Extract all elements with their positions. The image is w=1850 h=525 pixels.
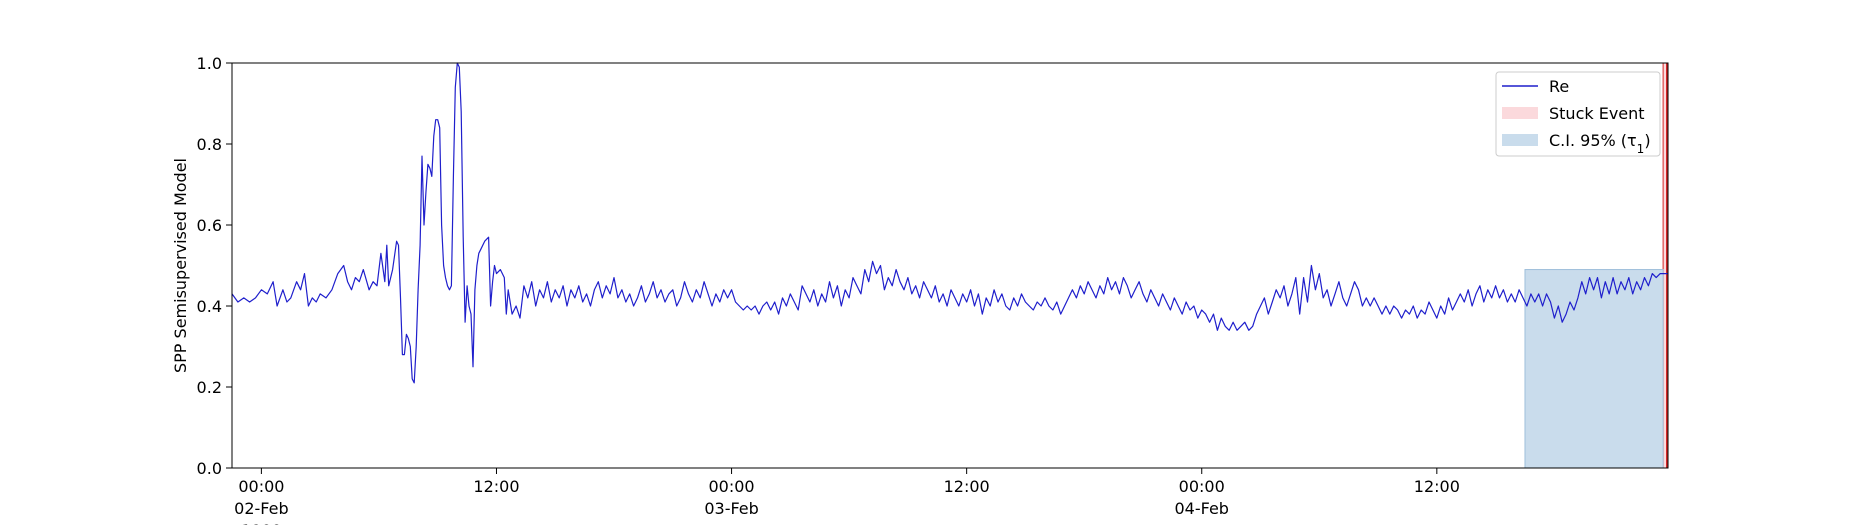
band-confidence-interval — [1524, 269, 1664, 469]
x-tick-label: 12:00 — [473, 477, 519, 496]
x-tick-label: 00:00 — [709, 477, 755, 496]
x-tick-label: 02-Feb — [234, 499, 288, 518]
shaded-bands — [1524, 62, 1669, 469]
x-tick-label: 04-Feb — [1175, 499, 1229, 518]
y-tick-label: 0.8 — [197, 135, 222, 154]
legend-swatch — [1502, 134, 1538, 146]
y-axis: 0.0 0.2 0.4 0.6 0.8 1.0 — [197, 54, 232, 478]
x-tick-label: 03-Feb — [704, 499, 758, 518]
legend-label: Stuck Event — [1549, 104, 1645, 123]
x-tick-label: 12:00 — [1414, 477, 1460, 496]
series-line-0 — [231, 62, 1668, 384]
series-lines — [231, 62, 1668, 384]
y-tick-label: 1.0 — [197, 54, 222, 73]
legend-swatch — [1502, 107, 1538, 119]
x-axis: 00:00 02-Feb 1900 12:00 00:00 03-Feb 12:00 00:0… — [234, 468, 1460, 525]
y-tick-label: 0.4 — [197, 297, 222, 316]
y-tick-label: 0.2 — [197, 378, 222, 397]
y-tick-label: 0.6 — [197, 216, 222, 235]
plot-area-frame — [231, 62, 1669, 469]
y-axis-label: SPP Semisupervised Model — [171, 158, 190, 373]
x-tick-label: 00:00 — [238, 477, 284, 496]
x-tick-label: 00:00 — [1179, 477, 1225, 496]
x-tick-label: 1900 — [241, 521, 282, 525]
x-tick-label: 12:00 — [944, 477, 990, 496]
legend-label: Re — [1549, 77, 1569, 96]
y-tick-label: 0.0 — [197, 459, 222, 478]
